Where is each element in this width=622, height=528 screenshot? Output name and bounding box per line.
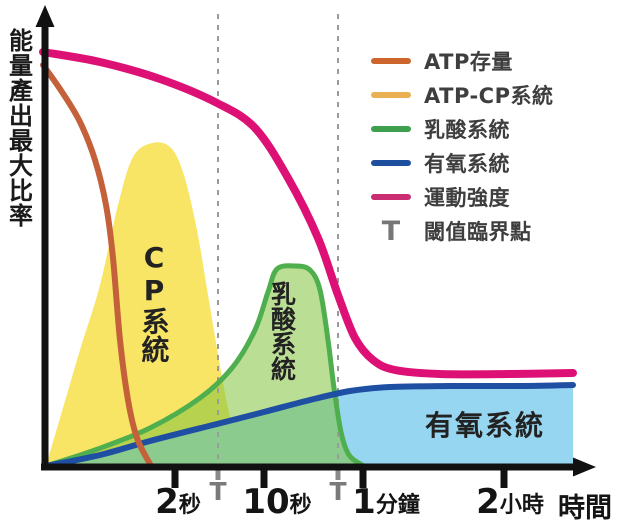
legend-label-atp: ATP存量 bbox=[424, 50, 513, 74]
legend-label-atpcp: ATP-CP系統 bbox=[424, 84, 554, 108]
area-label-cp: CP系統 bbox=[137, 241, 171, 363]
legend-row-intensity: 運動強度 bbox=[371, 180, 616, 214]
legend-swatch-intensity bbox=[371, 194, 411, 200]
tick-number: 1 bbox=[352, 482, 376, 522]
tick-label-1min: 1 分鐘 bbox=[352, 482, 420, 522]
legend-row-atpcp: ATP-CP系統 bbox=[371, 78, 616, 112]
legend-label-lactic: 乳酸系統 bbox=[424, 118, 510, 142]
threshold-t-icon: T bbox=[381, 215, 401, 247]
legend-label-intensity: 運動強度 bbox=[424, 186, 510, 210]
legend: ATP存量 ATP-CP系統 乳酸系統 有氧系統 運動強度 T 閾值臨界點 bbox=[371, 44, 616, 248]
legend-row-aerobic: 有氧系統 bbox=[371, 146, 616, 180]
tick-unit: 分鐘 bbox=[375, 493, 420, 519]
threshold-t-label-1: T bbox=[209, 477, 227, 506]
legend-swatch-atpcp bbox=[371, 92, 411, 98]
area-label-aerobic: 有氧系統 bbox=[425, 409, 546, 442]
tick-number: 2 bbox=[476, 482, 500, 522]
legend-row-atp: ATP存量 bbox=[371, 44, 616, 78]
tick-unit: 秒 bbox=[178, 493, 201, 519]
legend-row-threshold: T 閾值臨界點 bbox=[371, 214, 616, 248]
tick-label-2h: 2 小時 bbox=[476, 482, 544, 522]
threshold-t-label-2: T bbox=[329, 477, 347, 506]
legend-swatch-aerobic bbox=[371, 160, 411, 166]
legend-label-threshold: 閾值臨界點 bbox=[424, 220, 532, 244]
legend-swatch-lactic bbox=[371, 126, 411, 132]
x-axis-label: 時間 bbox=[558, 493, 612, 524]
tick-number: 2 bbox=[155, 482, 179, 522]
legend-label-aerobic: 有氧系統 bbox=[424, 152, 510, 176]
tick-number: 10 bbox=[242, 482, 290, 522]
y-axis-label: 能量產出最大比率 bbox=[4, 28, 33, 228]
tick-unit: 小時 bbox=[499, 493, 544, 519]
legend-swatch-atp bbox=[371, 58, 411, 64]
area-label-lactic: 乳酸系統 bbox=[267, 281, 297, 381]
tick-label-2s: 2 秒 bbox=[155, 482, 201, 522]
legend-row-lactic: 乳酸系統 bbox=[371, 112, 616, 146]
tick-unit: 秒 bbox=[289, 493, 312, 519]
tick-label-10s: 10 秒 bbox=[242, 482, 312, 522]
